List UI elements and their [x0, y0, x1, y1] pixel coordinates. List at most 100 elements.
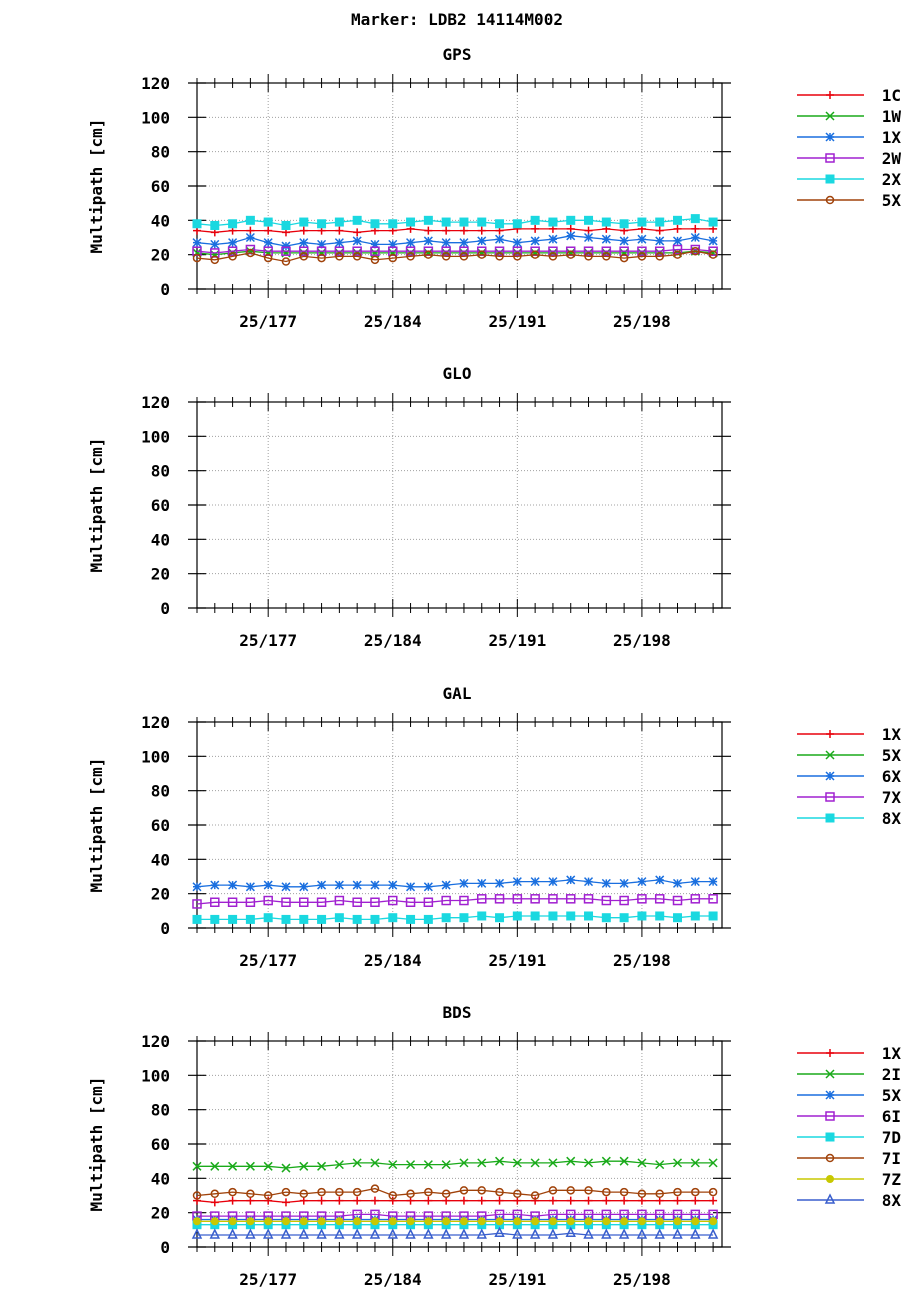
bds-point-2i — [406, 1160, 416, 1170]
gal-point-7x — [405, 897, 416, 907]
gps-panel: GPS 0 20 40 60 80 100 120 25/177 25/184 25/191 25/1… — [87, 45, 901, 331]
gps-point-1x — [477, 236, 487, 246]
gal-point-8x — [584, 911, 594, 921]
gps-point-1c — [691, 224, 700, 233]
gal-point-8x — [690, 911, 700, 921]
gal-legend-label-1x: 1X — [882, 725, 902, 744]
bds-point-7z — [246, 1217, 255, 1226]
gps-point-1x — [708, 236, 718, 246]
bds-point-2i — [281, 1163, 291, 1173]
gal-x-tick-label: 25/191 — [488, 951, 546, 970]
gal-point-7x — [690, 894, 701, 904]
gal-point-6x — [441, 880, 451, 890]
bds-point-2i — [352, 1158, 362, 1168]
gps-point-2x — [406, 217, 416, 227]
gal-point-8x — [637, 911, 647, 921]
bds-point-2i — [477, 1158, 487, 1168]
gal-point-6x — [655, 875, 665, 885]
gps-point-1x — [281, 241, 291, 251]
gps-legend-label-2x: 2X — [882, 170, 902, 189]
gps-series-line-1w — [196, 250, 714, 256]
gal-x-tick-label: 25/177 — [239, 951, 297, 970]
gps-point-5x — [424, 250, 433, 259]
bds-legend-marker-7d — [825, 1132, 835, 1142]
gps-point-2x — [673, 215, 683, 225]
gps-point-2w — [405, 246, 416, 256]
glo-y-axis-label: Multipath [cm] — [87, 438, 106, 573]
gps-point-5x — [281, 257, 291, 266]
gps-legend: 1C 1W 1X 2W 2X 5X — [797, 86, 901, 210]
bds-point-2i — [263, 1161, 273, 1171]
gal-point-7x — [548, 894, 558, 904]
gps-point-2x — [281, 220, 291, 230]
bds-point-2i — [601, 1156, 611, 1166]
bds-point-7i — [335, 1187, 344, 1197]
gal-point-7x — [423, 897, 434, 907]
gps-point-1x — [210, 239, 220, 249]
gal-point-7x — [530, 894, 540, 904]
bds-series-6i — [192, 1209, 718, 1221]
bds-point-8x — [351, 1228, 363, 1239]
bds-point-8x — [494, 1226, 505, 1238]
gps-series-group — [192, 214, 718, 266]
bds-point-7z — [442, 1217, 451, 1226]
gps-point-5x — [263, 253, 273, 263]
gps-point-1x — [512, 238, 522, 248]
gal-point-6x — [317, 880, 327, 890]
bds-point-1x — [424, 1196, 433, 1205]
bds-point-7i — [192, 1191, 202, 1200]
gal-legend-marker-7x — [825, 792, 835, 802]
gal-point-8x — [673, 913, 683, 923]
glo-y-tick-label: 120 — [141, 393, 170, 412]
gal-point-6x — [583, 877, 594, 887]
gal-point-6x — [530, 877, 540, 887]
bds-point-8x — [262, 1228, 274, 1239]
bds-point-7i — [406, 1189, 415, 1199]
bds-point-2i — [192, 1161, 202, 1171]
gal-point-6x — [459, 878, 469, 888]
gal-x-tick-label: 25/184 — [364, 951, 422, 970]
glo-grid — [197, 402, 722, 608]
bds-legend-marker-1x — [826, 1049, 834, 1057]
gal-point-7x — [494, 894, 505, 904]
gps-point-5x — [388, 253, 398, 263]
gps-legend-marker-1x — [825, 132, 835, 142]
gps-point-1x — [690, 232, 700, 243]
bds-point-7i — [708, 1187, 718, 1197]
gal-point-7x — [441, 895, 451, 906]
bds-y-tick-label: 40 — [151, 1169, 170, 1188]
bds-point-7i — [584, 1186, 593, 1195]
bds-point-1x — [620, 1196, 629, 1205]
gps-point-1x — [548, 234, 558, 244]
bds-point-7z — [691, 1217, 700, 1226]
gal-point-8x — [548, 911, 558, 921]
bds-legend-marker-7i — [825, 1153, 835, 1163]
gal-point-6x — [477, 878, 487, 888]
gal-point-7x — [227, 897, 238, 907]
gps-point-1c — [442, 226, 451, 235]
bds-point-7i — [424, 1187, 433, 1197]
bds-legend-label-6i: 6I — [882, 1107, 901, 1126]
gal-legend-marker-5x — [825, 750, 835, 760]
bds-point-7i — [548, 1186, 558, 1195]
gal-point-7x — [263, 895, 273, 906]
gal-series-line-7x — [196, 898, 714, 905]
bds-point-7i — [513, 1189, 522, 1199]
gal-point-8x — [370, 914, 380, 924]
gps-legend-marker-1w — [825, 111, 835, 121]
gal-legend-label-5x: 5X — [882, 746, 902, 765]
gps-point-2x — [299, 217, 309, 227]
gps-point-2x — [388, 219, 398, 229]
gps-point-1x — [672, 236, 683, 246]
gps-legend-marker-2x — [825, 174, 835, 184]
bds-point-8x — [707, 1228, 719, 1239]
bds-y-axis-label: Multipath [cm] — [87, 1077, 106, 1212]
gps-point-2x — [228, 219, 238, 229]
gal-point-6x — [334, 880, 344, 890]
gal-series-7x — [192, 894, 718, 909]
gps-point-2x — [317, 219, 327, 229]
gps-point-2w — [281, 246, 291, 256]
bds-point-2i — [245, 1161, 255, 1171]
gps-point-1x — [619, 236, 629, 246]
